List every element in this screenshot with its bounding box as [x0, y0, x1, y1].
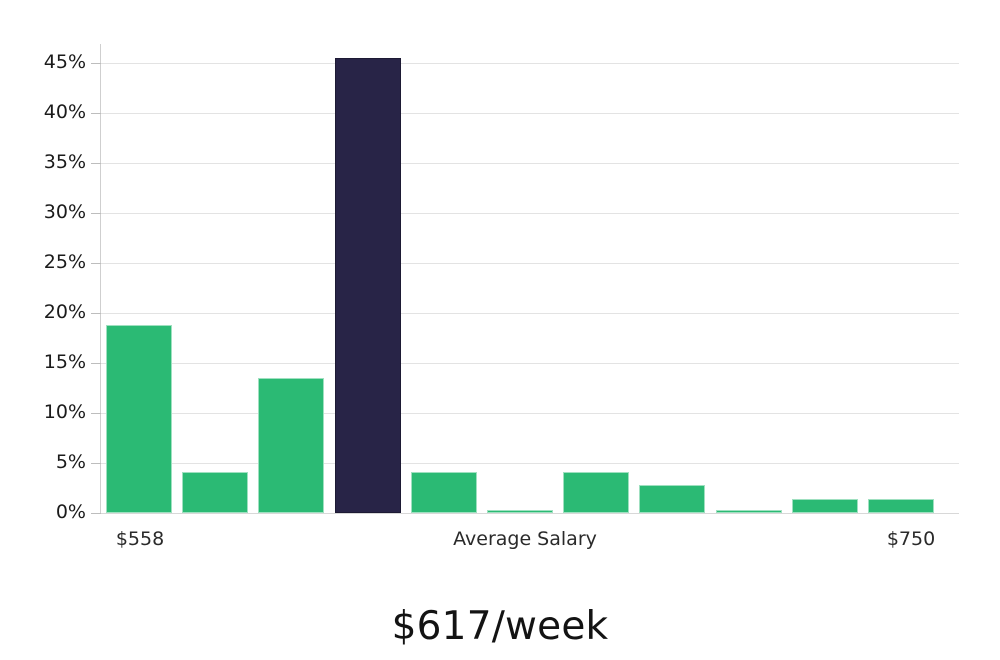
bar[interactable]: [258, 378, 324, 513]
y-axis-tick-label: 10%: [43, 401, 86, 423]
y-axis-tick-label: 40%: [43, 101, 86, 123]
x-axis-tick-label: Average Salary: [453, 528, 597, 550]
x-axis-tick-label: $558: [115, 528, 165, 550]
average-salary-caption: $617/week: [391, 604, 609, 649]
x-axis-tick-label: $750: [886, 528, 936, 550]
gridline: [101, 313, 959, 314]
y-axis-labels: 45% 40% 35% 30% 25% 20% 15% 10% 5% 0%: [0, 0, 86, 660]
y-axis-line: [100, 44, 101, 514]
gridline: [101, 463, 959, 464]
bar[interactable]: [716, 510, 782, 513]
bar[interactable]: [792, 499, 858, 513]
bar[interactable]: [487, 510, 553, 513]
bar[interactable]: [563, 472, 629, 513]
y-axis-tick-mark: [91, 513, 101, 514]
gridline: [101, 163, 959, 164]
y-axis-tick-mark: [91, 363, 101, 364]
bar[interactable]: [868, 499, 934, 513]
y-axis-tick-mark: [91, 113, 101, 114]
gridline: [101, 263, 959, 264]
y-axis-tick-mark: [91, 63, 101, 64]
bar[interactable]: [639, 485, 705, 513]
y-axis-tick-mark: [91, 313, 101, 314]
gridline: [101, 413, 959, 414]
y-axis-tick-mark: [91, 263, 101, 264]
y-axis-tick-mark: [91, 163, 101, 164]
y-axis-tick-label: 20%: [43, 301, 86, 323]
y-axis-tick-label: 15%: [43, 351, 86, 373]
y-axis-tick-label: 0%: [55, 501, 86, 523]
bar[interactable]: [182, 472, 248, 513]
bar[interactable]: [106, 325, 172, 513]
gridline: [101, 63, 959, 64]
y-axis-tick-mark: [91, 213, 101, 214]
y-axis-tick-label: 5%: [55, 451, 86, 473]
y-axis-tick-label: 35%: [43, 151, 86, 173]
y-axis-tick-label: 25%: [43, 251, 86, 273]
gridline: [101, 113, 959, 114]
y-axis-tick-label: 45%: [43, 51, 86, 73]
gridline: [101, 363, 959, 364]
gridline: [101, 213, 959, 214]
y-axis-tick-label: 30%: [43, 201, 86, 223]
bar[interactable]: [411, 472, 477, 513]
bar-highlighted[interactable]: [335, 58, 401, 513]
y-axis-tick-mark: [91, 463, 101, 464]
x-axis-line: [100, 513, 959, 514]
plot-area: [101, 63, 959, 513]
y-axis-tick-mark: [91, 413, 101, 414]
